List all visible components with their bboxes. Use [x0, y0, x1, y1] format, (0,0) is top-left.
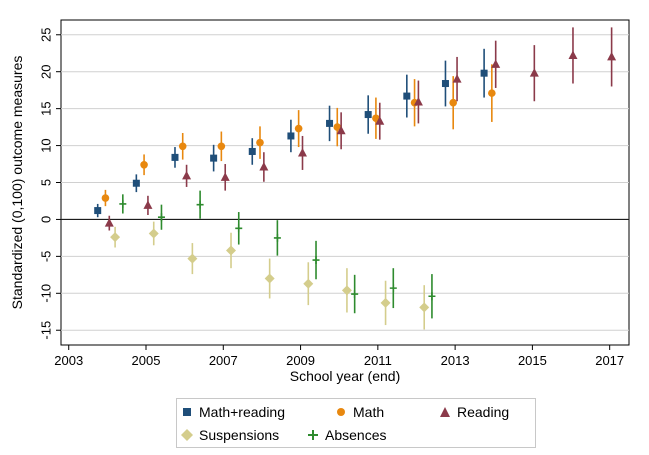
data-point-reading [336, 125, 346, 135]
data-point-absences [428, 292, 436, 301]
legend-label-reading: Reading [457, 404, 510, 420]
data-point-math-reading [210, 154, 218, 162]
y-tick-label: 5 [39, 179, 54, 186]
data-point-math-reading [403, 92, 411, 100]
data-point-suspensions [380, 297, 391, 308]
legend-item-math-reading: Math+reading [181, 403, 285, 421]
data-point-reading [452, 74, 462, 83]
data-point-math-reading [132, 179, 140, 187]
data-point-math [178, 142, 187, 151]
x-tick-label: 2013 [441, 353, 470, 368]
data-point-suspensions [226, 245, 237, 256]
x-tick-label: 2009 [286, 353, 315, 368]
legend-label-absences: Absences [325, 427, 387, 443]
data-point-reading [375, 116, 385, 125]
data-point-reading [182, 170, 192, 180]
chart-legend: Math+reading Math Reading Suspensions Ab… [176, 398, 536, 448]
data-point-math-reading [364, 111, 372, 119]
y-tick-label: 25 [39, 28, 54, 42]
data-point-suspensions [419, 302, 430, 313]
data-point-math-reading [248, 147, 256, 155]
data-point-math-reading [441, 80, 449, 88]
data-point-absences [157, 213, 165, 222]
data-point-math [140, 160, 148, 169]
data-point-suspensions [187, 253, 198, 264]
data-point-math [333, 123, 342, 131]
x-tick-label: 2017 [595, 353, 624, 368]
legend-label-math-reading: Math+reading [199, 404, 286, 420]
x-tick-label: 2005 [132, 353, 161, 368]
data-point-math-reading [171, 153, 179, 161]
y-tick-label: 20 [39, 64, 54, 78]
legend-item-math: Math [335, 403, 384, 421]
data-point-math [294, 124, 303, 133]
y-tick-label: -10 [39, 284, 54, 303]
data-point-absences [196, 200, 204, 209]
data-point-reading [220, 172, 230, 181]
legend-plus-marker-icon [308, 430, 318, 440]
data-point-math [449, 98, 457, 107]
x-tick-label: 2007 [209, 353, 238, 368]
data-point-suspensions [341, 285, 352, 296]
data-point-math [101, 194, 110, 202]
data-point-math-reading [94, 207, 102, 215]
data-point-math [256, 138, 264, 147]
y-tick-label: -5 [39, 251, 54, 263]
legend-triangle-marker-icon [440, 407, 450, 417]
data-point-absences [235, 224, 243, 233]
data-point-math-reading [287, 132, 295, 140]
data-point-absences [119, 199, 127, 208]
data-point-math [217, 142, 226, 151]
y-tick-label: 0 [39, 216, 54, 223]
y-tick-label: 15 [39, 101, 54, 115]
legend-item-absences: Absences [307, 426, 386, 444]
data-point-reading [413, 96, 423, 106]
y-tick-label: 10 [39, 138, 54, 152]
x-tick-label: 2003 [54, 353, 83, 368]
y-axis-title: Standardized (0,100) outcome measures [9, 56, 25, 310]
legend-item-reading: Reading [439, 403, 509, 421]
legend-square-marker-icon [183, 408, 191, 416]
x-tick-label: 2011 [364, 353, 392, 368]
data-point-reading [259, 161, 269, 171]
data-point-absences [351, 290, 359, 299]
legend-label-math: Math [353, 404, 385, 420]
data-point-suspensions [303, 278, 314, 289]
data-point-math-reading [480, 69, 488, 77]
legend-circle-marker-icon [337, 408, 345, 416]
data-point-absences [273, 233, 281, 242]
x-tick-label: 2015 [518, 353, 547, 368]
data-point-reading [143, 200, 153, 209]
y-tick-label: -15 [39, 321, 54, 340]
data-point-suspensions [148, 228, 159, 239]
data-point-suspensions [264, 273, 275, 284]
data-point-reading [568, 50, 578, 59]
data-point-math [488, 89, 496, 97]
data-point-absences [389, 284, 397, 293]
data-point-reading [529, 68, 539, 77]
data-point-reading [104, 218, 114, 227]
data-point-reading [297, 147, 307, 157]
legend-diamond-marker-icon [181, 429, 193, 441]
data-point-reading [491, 59, 501, 68]
x-axis-title: School year (end) [290, 368, 401, 384]
data-point-reading [607, 51, 617, 61]
legend-item-suspensions: Suspensions [181, 426, 279, 444]
data-point-absences [312, 256, 320, 265]
data-point-suspensions [110, 232, 121, 243]
data-point-math-reading [326, 119, 334, 127]
legend-label-suspensions: Suspensions [199, 427, 280, 443]
